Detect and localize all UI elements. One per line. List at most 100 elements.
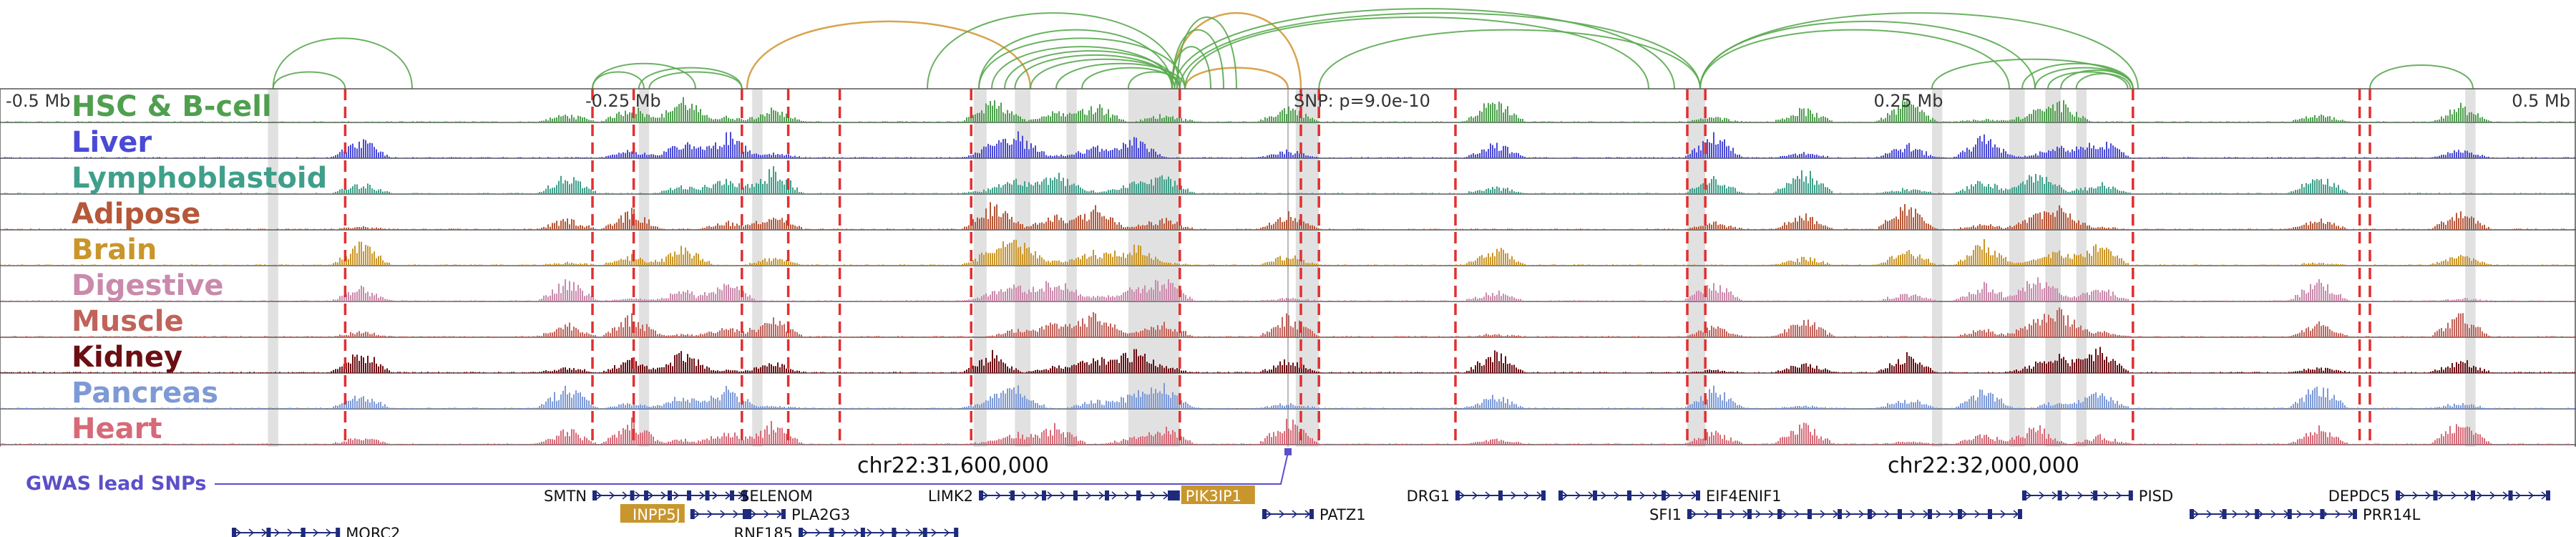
gene: DEPDC5 (2328, 488, 2550, 505)
track-label: Brain (72, 233, 157, 266)
gene-strand-arrow (720, 510, 726, 518)
gene-exon (1696, 490, 1700, 500)
gene-exon (2546, 490, 2550, 500)
gene-strand-arrow (802, 528, 809, 537)
highlight-band (973, 89, 987, 447)
gene-strand-arrow (648, 491, 654, 500)
gene: SFI1 (1649, 506, 2022, 523)
gene-strand-arrow (261, 528, 268, 537)
gene-exon (2320, 509, 2325, 519)
highlight-band (2009, 89, 2025, 447)
gene-strand-arrow (2270, 510, 2277, 518)
gene-strand-arrow (1884, 510, 1890, 518)
gene: PATZ1 (1262, 506, 1366, 523)
chromatin-loop-arc (1184, 16, 1649, 90)
gene-strand-arrow (1575, 491, 1581, 500)
gene-label: MORC2 (346, 525, 400, 537)
gene-exon (301, 528, 306, 537)
gene-strand-arrow (2528, 491, 2534, 500)
gene-strand-arrow (1523, 491, 1530, 500)
gene-label: DRG1 (1407, 488, 1450, 505)
gene-strand-arrow (596, 491, 602, 500)
chromatin-loop-arc (592, 62, 696, 90)
gene-strand-arrow (1948, 510, 1955, 518)
chromatin-loop-arc (746, 20, 1032, 90)
gene-strand-arrow (1124, 491, 1131, 500)
gene-exon (1662, 490, 1666, 500)
highlight-band (1066, 89, 1077, 447)
gene-strand-arrow (2245, 510, 2251, 518)
gene-strand-arrow (1871, 510, 1878, 518)
gene-label: PIK3IP1 (1186, 488, 1241, 505)
gene-strand-arrow (2077, 491, 2084, 500)
gwas-track: GWAS lead SNPs (26, 448, 1292, 495)
highlight-band (2465, 89, 2476, 447)
gene-strand-arrow (1292, 510, 1298, 518)
highlight-band (638, 89, 650, 447)
gene: MORC2 (232, 525, 400, 537)
gene-exon (2022, 490, 2026, 500)
gene-label: PLA2G3 (791, 506, 850, 523)
gene-label: PATZ1 (1319, 506, 1366, 523)
gene-strand-arrow (2515, 491, 2522, 500)
gene-strand-arrow (274, 528, 280, 537)
chromatin-loop-arc (2047, 71, 2129, 90)
gene-strand-arrow (1794, 510, 1800, 518)
gene-strand-arrow (733, 510, 738, 518)
track-label: Digestive (72, 269, 224, 302)
gene-exon (781, 509, 786, 519)
gene-exon (747, 509, 751, 519)
gene-exon (1541, 490, 1546, 500)
gene-label: DEPDC5 (2328, 488, 2390, 505)
gene-exon (1175, 490, 1180, 500)
gene-strand-arrow (1936, 510, 1942, 518)
gene-label: SELENOM (740, 488, 813, 505)
chromatin-loop-arc (1318, 29, 1701, 90)
gene-strand-arrow (2296, 510, 2303, 518)
gene-exon (1627, 490, 1631, 500)
highlight-band (1015, 89, 1030, 447)
gene-strand-arrow (1150, 491, 1156, 500)
gene-strand-arrow (622, 491, 628, 500)
chromatin-loop-arc (1699, 20, 2036, 90)
gene: EIF4ENIF1 (1558, 488, 1782, 505)
chromatin-loop-arc (978, 37, 1186, 90)
track-labels: HSC & B-cellLiverLymphoblastoidAdiposeBr… (72, 90, 327, 445)
gene-strand-arrow (2039, 491, 2045, 500)
gene-strand-arrow (1485, 491, 1491, 500)
chromatin-loop-arc (2369, 64, 2474, 90)
gene-strand-arrow (2116, 491, 2122, 500)
chromatin-loop-arc (978, 29, 1173, 90)
chromatin-loop-arc (272, 37, 413, 90)
gene-strand-arrow (982, 491, 989, 500)
track-label: Muscle (72, 305, 184, 338)
gene-strand-arrow (931, 528, 937, 537)
chromatin-loop-arc (1184, 67, 1289, 90)
chromatin-loop-arc (1176, 16, 1237, 90)
gene-exon (2093, 490, 2098, 500)
gene-label: RNF185 (734, 525, 793, 537)
gene-strand-arrow (712, 491, 718, 500)
gene-strand-arrow (2425, 491, 2431, 500)
gene-strand-arrow (841, 528, 847, 537)
gene-exon (1136, 490, 1141, 500)
gene-strand-arrow (1021, 491, 1028, 500)
gene-exon (1042, 490, 1046, 500)
gene: PRR14L (2190, 506, 2421, 523)
gene-strand-arrow (707, 510, 713, 518)
gene-strand-arrow (2335, 510, 2341, 518)
gene-exon (2222, 509, 2227, 519)
chromatin-loop-arc (1055, 62, 1186, 90)
chromatin-loops (272, 8, 2474, 90)
gwas-snp-connector (215, 452, 1289, 485)
gene-exon (2353, 509, 2357, 519)
gene-strand-arrow (1266, 510, 1272, 518)
gene-exon (266, 528, 271, 537)
gene-strand-arrow (2051, 491, 2058, 500)
gene-exon (1898, 509, 1902, 519)
chromatin-loop-arc (638, 67, 743, 90)
gene-exon (687, 490, 691, 500)
gene-exon (922, 528, 927, 537)
gene-exon (979, 490, 983, 500)
